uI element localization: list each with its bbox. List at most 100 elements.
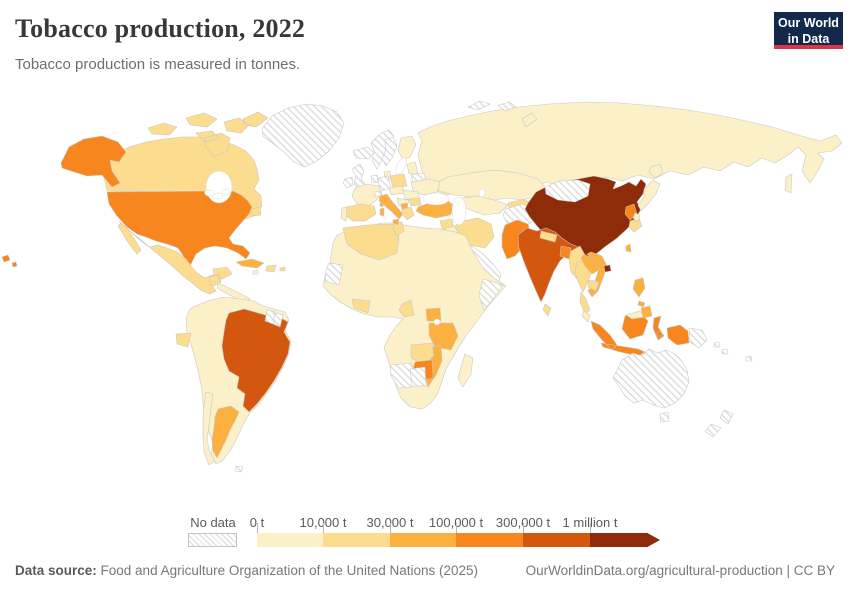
country-zambia[interactable]: [410, 342, 435, 365]
legend-tick: [523, 523, 524, 533]
credit-link[interactable]: OurWorldinData.org/agricultural-producti…: [525, 563, 835, 578]
legend-tick: [590, 523, 591, 533]
country-france[interactable]: [351, 183, 383, 208]
legend-tick-label: 300,000 t: [495, 515, 551, 530]
country-usa[interactable]: [106, 190, 253, 267]
country-madagascar[interactable]: [457, 353, 474, 388]
country-svalbard[interactable]: [467, 100, 517, 112]
legend-segment-1[interactable]: [257, 533, 323, 547]
country-tasmania[interactable]: [659, 411, 670, 423]
country-western-sahara[interactable]: [324, 262, 344, 286]
country-pakistan[interactable]: [501, 219, 532, 260]
country-novaya-zemlya[interactable]: [521, 112, 538, 128]
legend-tick-label: 0 t: [249, 515, 265, 530]
country-arctic-islands[interactable]: [147, 111, 269, 158]
country-namibia[interactable]: [389, 362, 414, 389]
country-finland[interactable]: [397, 135, 417, 161]
legend-tick-label: 30,000 t: [366, 515, 414, 530]
country-ireland[interactable]: [342, 176, 354, 189]
country-chile[interactable]: [202, 391, 216, 466]
country-ghana-ivory-coast[interactable]: [351, 298, 371, 314]
country-uganda[interactable]: [425, 307, 442, 322]
country-alaska[interactable]: [60, 135, 127, 188]
country-nepal[interactable]: [539, 230, 558, 243]
country-malaysia[interactable]: [581, 310, 591, 323]
aral-sea: [478, 188, 486, 198]
country-tanzania[interactable]: [428, 322, 459, 351]
country-botswana[interactable]: [409, 366, 427, 387]
country-japan[interactable]: [632, 163, 664, 223]
country-hawaii[interactable]: [1, 254, 18, 268]
owid-logo-line2: in Data: [787, 31, 830, 46]
world-map: [0, 95, 850, 510]
country-tunisia[interactable]: [392, 221, 405, 237]
legend-tick-label: 10,000 t: [299, 515, 347, 530]
country-spain[interactable]: [344, 203, 377, 222]
country-benelux[interactable]: [370, 174, 379, 184]
legend-segment-5[interactable]: [523, 533, 590, 547]
country-philippines[interactable]: [632, 277, 653, 319]
country-indonesia[interactable]: [590, 311, 690, 359]
legend-tick: [323, 523, 324, 533]
country-italy[interactable]: [378, 193, 404, 226]
country-baltics[interactable]: [406, 161, 419, 175]
country-ecuador[interactable]: [175, 332, 192, 348]
country-mexico[interactable]: [117, 220, 233, 295]
legend-no-data-label: No data: [190, 515, 236, 530]
country-bulgaria[interactable]: [408, 197, 422, 207]
country-mongolia[interactable]: [544, 179, 591, 203]
legend-tick: [390, 523, 391, 533]
page-title: Tobacco production, 2022: [15, 14, 306, 43]
country-ukraine[interactable]: [410, 178, 441, 196]
country-algeria[interactable]: [342, 223, 400, 261]
legend-no-data-swatch[interactable]: [188, 533, 237, 547]
data-source-label: Data source:: [15, 563, 97, 578]
country-sri-lanka[interactable]: [542, 303, 552, 317]
great-lakes: [204, 189, 214, 197]
country-puerto-rico[interactable]: [279, 266, 286, 272]
country-jamaica[interactable]: [252, 269, 259, 275]
great-lakes: [213, 192, 223, 200]
country-cuba[interactable]: [235, 258, 265, 269]
country-papua-new-guinea[interactable]: [688, 327, 721, 349]
country-cameroon[interactable]: [398, 299, 415, 318]
black-sea: [422, 192, 450, 206]
map-legend: No data 0 t 10,000 t 30,000 t 100,000 t …: [0, 510, 850, 555]
country-portugal[interactable]: [340, 206, 348, 222]
legend-tick: [257, 523, 258, 533]
country-sakhalin[interactable]: [784, 173, 793, 194]
legend-segment-4[interactable]: [456, 533, 523, 547]
country-cambodia[interactable]: [587, 279, 600, 292]
country-newfoundland[interactable]: [250, 206, 262, 217]
country-austria-czechia[interactable]: [388, 185, 405, 196]
country-sweden[interactable]: [381, 136, 398, 167]
country-argentina[interactable]: [211, 405, 240, 459]
country-switzerland[interactable]: [374, 190, 382, 197]
owid-logo-line1: Our World: [778, 16, 839, 30]
legend-tick: [456, 523, 457, 533]
country-australia[interactable]: [612, 348, 690, 409]
legend-segment-2[interactable]: [323, 533, 390, 547]
legend-tick-label: 100,000 t: [428, 515, 484, 530]
country-new-zealand[interactable]: [704, 409, 734, 438]
data-source-text: Food and Agriculture Organization of the…: [96, 563, 479, 578]
chart-footer: Data source: Food and Agriculture Organi…: [15, 563, 835, 578]
country-hainan[interactable]: [603, 264, 612, 273]
country-greenland[interactable]: [261, 103, 345, 168]
country-poland[interactable]: [389, 173, 408, 189]
country-falkland-islands[interactable]: [234, 465, 244, 473]
country-hispaniola[interactable]: [265, 264, 277, 273]
country-greece[interactable]: [401, 206, 415, 221]
lake-victoria: [433, 318, 441, 326]
country-taiwan[interactable]: [625, 243, 632, 253]
country-french-guiana[interactable]: [272, 312, 284, 328]
chart-subtitle: Tobacco production is measured in tonnes…: [15, 56, 301, 73]
owid-logo[interactable]: Our World in Data: [774, 12, 843, 49]
legend-segment-3[interactable]: [390, 533, 456, 547]
legend-segment-6[interactable]: [590, 533, 660, 547]
country-iceland[interactable]: [352, 146, 375, 160]
country-somalia[interactable]: [478, 278, 504, 311]
country-pacific-islands[interactable]: [721, 348, 753, 362]
country-iran[interactable]: [454, 217, 495, 249]
